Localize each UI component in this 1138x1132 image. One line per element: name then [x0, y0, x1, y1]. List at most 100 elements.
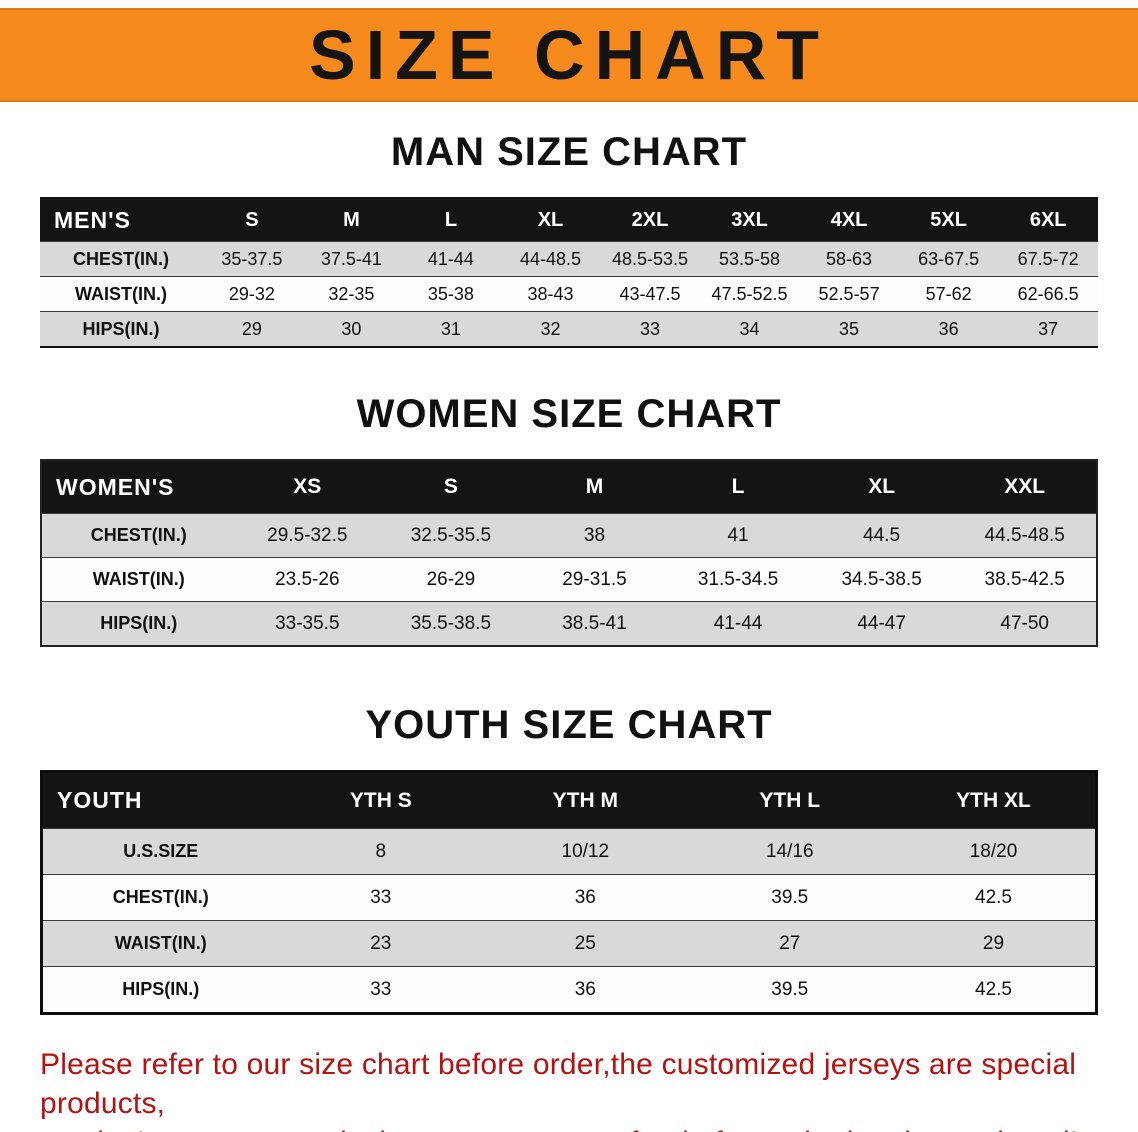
disclaimer-text: Please refer to our size chart before or…: [40, 1045, 1138, 1132]
size-header-cell: YTH L: [687, 771, 892, 829]
size-header-cell: XS: [235, 460, 380, 514]
men-section-heading: MAN SIZE CHART: [390, 130, 748, 174]
table-row: U.S.SIZE 8 10/12 14/16 18/20: [41, 828, 1097, 875]
men-size-table: MEN'S S M L XL 2XL 3XL 4XL 5XL 6XL CHEST(IN.) 35-37…: [40, 197, 1098, 348]
value-cell: 52.5-57: [799, 276, 899, 312]
size-header-cell: XL: [809, 460, 954, 514]
value-cell: 35-38: [401, 276, 501, 312]
value-cell: 30: [301, 311, 402, 347]
table-row: WAIST(IN.) 23.5-26 26-29 29-31.5 31.5-34.5 34…: [41, 557, 1097, 602]
value-cell: 8: [278, 828, 484, 875]
header-row: YOUTH YTH S YTH M YTH L YTH XL: [41, 771, 1097, 829]
value-cell: 23.5-26: [235, 557, 380, 602]
value-cell: 32: [500, 311, 601, 347]
youth-section-heading: YOUTH SIZE CHART: [365, 703, 773, 747]
size-header-cell: 4XL: [799, 198, 899, 242]
value-cell: 62-66.5: [998, 276, 1098, 312]
value-cell: 44.5-48.5: [953, 513, 1097, 558]
value-cell: 44-47: [809, 601, 954, 646]
header-row: MEN'S S M L XL 2XL 3XL 4XL 5XL 6XL: [40, 198, 1098, 242]
size-header-cell: 3XL: [699, 198, 800, 242]
table-title-cell: MEN'S: [40, 198, 203, 242]
value-cell: 34.5-38.5: [809, 557, 954, 602]
size-header-cell: YTH XL: [892, 771, 1097, 829]
value-cell: 39.5: [687, 874, 892, 921]
value-cell: 57-62: [898, 276, 999, 312]
value-cell: 29: [202, 311, 302, 347]
disclaimer-line-1: Please refer to our size chart before or…: [40, 1048, 1077, 1120]
value-cell: 35: [799, 311, 899, 347]
value-cell: 41-44: [401, 241, 501, 277]
value-cell: 36: [483, 874, 688, 921]
disclaimer-line-2: we don't accept cancel, change, teturn o…: [40, 1123, 1138, 1132]
value-cell: 14/16: [687, 828, 892, 875]
size-header-cell: M: [301, 198, 402, 242]
value-cell: 26-29: [379, 557, 523, 602]
value-cell: 29: [892, 920, 1097, 967]
table-row: HIPS(IN.) 33-35.5 35.5-38.5 38.5-41 41-44 44-…: [41, 601, 1097, 646]
value-cell: 33: [278, 966, 484, 1014]
value-cell: 47-50: [953, 601, 1097, 646]
women-size-table: WOMEN'S XS S M L XL XXL CHEST(IN.) 29.5-32.5 32.5…: [40, 459, 1098, 647]
value-cell: 31.5-34.5: [666, 557, 810, 602]
value-cell: 32.5-35.5: [379, 513, 523, 558]
size-header-cell: YTH S: [278, 771, 484, 829]
value-cell: 38.5-42.5: [953, 557, 1097, 602]
value-cell: 67.5-72: [998, 241, 1098, 277]
size-header-cell: M: [522, 460, 667, 514]
size-header-cell: 5XL: [898, 198, 999, 242]
table-row: HIPS(IN.) 29 30 31 32 33 34 35 36 37: [40, 311, 1098, 347]
value-cell: 44.5: [809, 513, 954, 558]
value-cell: 44-48.5: [500, 241, 601, 277]
value-cell: 48.5-53.5: [600, 241, 700, 277]
value-cell: 33: [278, 874, 484, 921]
women-size-section: WOMEN SIZE CHART WOMEN'S XS S M L XL XXL CHEST(…: [0, 392, 1138, 647]
banner-title: SIZE CHART: [309, 16, 829, 94]
size-header-cell: 6XL: [998, 198, 1098, 242]
row-label-cell: CHEST(IN.): [41, 874, 279, 921]
value-cell: 42.5: [892, 966, 1097, 1014]
value-cell: 63-67.5: [898, 241, 999, 277]
table-row: WAIST(IN.) 29-32 32-35 35-38 38-43 43-47.5 47.…: [40, 276, 1098, 312]
value-cell: 47.5-52.5: [699, 276, 800, 312]
value-cell: 38.5-41: [522, 601, 667, 646]
table-row: CHEST(IN.) 33 36 39.5 42.5: [41, 874, 1097, 921]
value-cell: 41: [666, 513, 810, 558]
value-cell: 31: [401, 311, 501, 347]
value-cell: 25: [483, 920, 688, 967]
value-cell: 42.5: [892, 874, 1097, 921]
size-chart-banner: SIZE CHART: [0, 8, 1138, 102]
value-cell: 43-47.5: [600, 276, 700, 312]
header-row: WOMEN'S XS S M L XL XXL: [41, 460, 1097, 514]
value-cell: 29.5-32.5: [235, 513, 380, 558]
row-label-cell: HIPS(IN.): [40, 311, 203, 347]
row-label-cell: U.S.SIZE: [41, 828, 279, 875]
value-cell: 36: [898, 311, 999, 347]
value-cell: 34: [699, 311, 800, 347]
size-header-cell: S: [202, 198, 302, 242]
table-row: CHEST(IN.) 35-37.5 37.5-41 41-44 44-48.5 48.5…: [40, 241, 1098, 277]
row-label-cell: HIPS(IN.): [41, 966, 279, 1014]
table-row: HIPS(IN.) 33 36 39.5 42.5: [41, 966, 1097, 1014]
value-cell: 53.5-58: [699, 241, 800, 277]
value-cell: 38: [522, 513, 667, 558]
size-header-cell: YTH M: [483, 771, 688, 829]
row-label-cell: CHEST(IN.): [41, 513, 236, 558]
value-cell: 58-63: [799, 241, 899, 277]
row-label-cell: WAIST(IN.): [41, 920, 279, 967]
value-cell: 29-32: [202, 276, 302, 312]
women-section-heading: WOMEN SIZE CHART: [356, 392, 782, 436]
value-cell: 35.5-38.5: [379, 601, 523, 646]
row-label-cell: WAIST(IN.): [40, 276, 203, 312]
value-cell: 41-44: [666, 601, 810, 646]
value-cell: 10/12: [483, 828, 688, 875]
size-header-cell: L: [666, 460, 810, 514]
value-cell: 27: [687, 920, 892, 967]
value-cell: 39.5: [687, 966, 892, 1014]
value-cell: 23: [278, 920, 484, 967]
table-row: CHEST(IN.) 29.5-32.5 32.5-35.5 38 41 44.5 44.5…: [41, 513, 1097, 558]
value-cell: 18/20: [892, 828, 1097, 875]
table-row: WAIST(IN.) 23 25 27 29: [41, 920, 1097, 967]
value-cell: 37.5-41: [301, 241, 402, 277]
value-cell: 33-35.5: [235, 601, 380, 646]
